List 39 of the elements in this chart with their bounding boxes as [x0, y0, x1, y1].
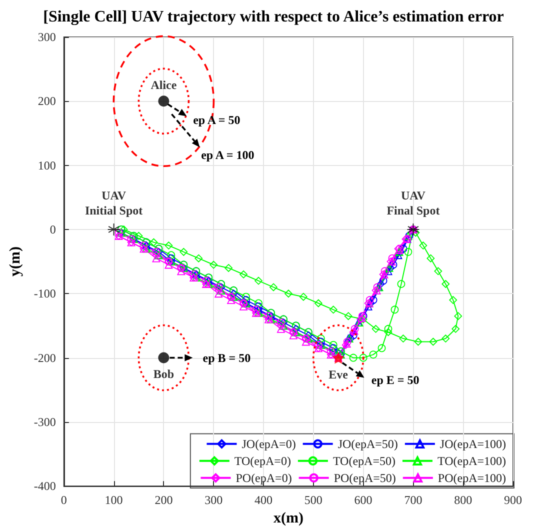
- annotation: ep A = 100: [201, 148, 254, 162]
- series-label: UAV Initial Spot: [84, 188, 143, 218]
- y-tick-label: 100: [38, 158, 56, 172]
- x-tick-label: 400: [254, 493, 272, 508]
- legend-label: TO(epA=50): [332, 454, 396, 468]
- legend-label: JO(epA=50): [338, 436, 398, 451]
- y-tick-label: -300: [34, 414, 56, 429]
- annotation: ep A = 50: [193, 113, 240, 128]
- series-label: Eve: [328, 367, 349, 382]
- x-tick-label: 600: [354, 493, 372, 508]
- legend-label: TO(epA=100): [437, 454, 506, 468]
- legend-label: PO(epA=50): [334, 470, 396, 485]
- y-tick-label: -200: [34, 350, 56, 365]
- legend-label: JO(epA=100): [440, 436, 506, 451]
- legend-label: PO(epA=0): [236, 470, 292, 485]
- legend-label: TO(epA=0): [234, 454, 291, 468]
- x-axis-title: x(m): [273, 510, 304, 526]
- y-tick-label: 0: [50, 222, 56, 236]
- y-tick-label: -400: [34, 479, 56, 494]
- legend-label: PO(epA=100): [438, 470, 506, 485]
- x-tick-label: 900: [504, 493, 522, 508]
- y-tick-label: -100: [34, 286, 56, 301]
- y-axis-title: y(m): [8, 246, 24, 277]
- y-tick-label: 200: [38, 94, 56, 108]
- legend-label: JO(epA=0): [242, 436, 296, 451]
- x-tick-label: 300: [204, 493, 223, 508]
- x-tick-label: 800: [454, 493, 472, 508]
- x-tick-label: 0: [60, 493, 67, 508]
- x-tick-label: 100: [104, 493, 123, 508]
- annotation: ep E = 50: [371, 372, 420, 387]
- series-label: Bob: [153, 366, 174, 381]
- x-tick-label: 700: [404, 493, 422, 508]
- chart-title: [Single Cell] UAV trajectory with respect to Alice’s estimation error: [43, 8, 504, 26]
- series-label: Alice: [150, 78, 178, 92]
- annotation: ep B = 50: [202, 350, 251, 365]
- x-tick-label: 200: [154, 493, 173, 508]
- y-tick-label: 300: [38, 30, 56, 44]
- series-label: UAV Final Spot: [386, 188, 440, 218]
- x-tick-label: 500: [304, 493, 322, 508]
